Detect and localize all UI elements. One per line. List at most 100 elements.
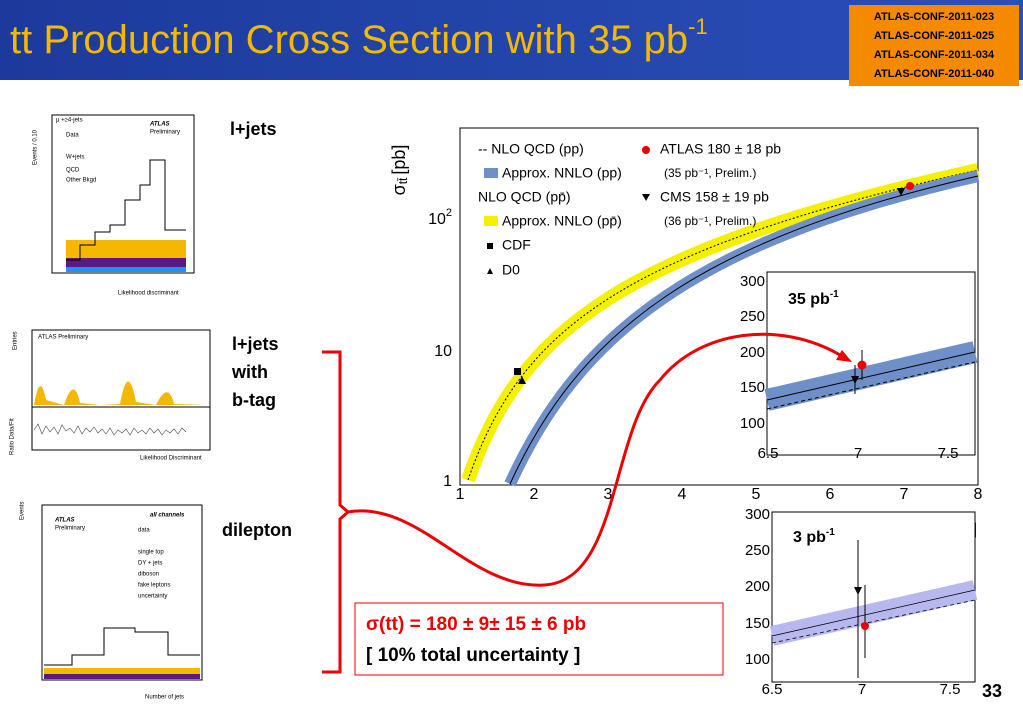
ratio xyxy=(33,423,187,436)
y-tick: 100 xyxy=(740,415,765,432)
legend-swatch xyxy=(487,243,493,249)
fill xyxy=(44,674,200,679)
x-tick: 6 xyxy=(826,486,835,503)
x-tick: 4 xyxy=(678,486,687,503)
thumb-2: ATLAS Preliminary Likelihood Discriminan… xyxy=(10,329,211,462)
y-tick: 150 xyxy=(745,615,770,632)
x-tick: 7.5 xyxy=(940,681,961,698)
t: fake leptons xyxy=(138,583,170,589)
t: μ +≥4-jets xyxy=(56,118,83,124)
t: DY + jets xyxy=(138,561,162,567)
x-tick: 6.5 xyxy=(758,445,779,462)
t: ATLAS xyxy=(54,518,75,524)
curve xyxy=(771,589,976,637)
t: Events / 0.10 xyxy=(33,129,39,165)
y-tick: 300 xyxy=(745,506,770,523)
atlas xyxy=(857,360,867,370)
t: Preliminary xyxy=(150,130,180,136)
fill xyxy=(34,381,208,405)
panel-label: with xyxy=(231,362,268,382)
x-tick: 1 xyxy=(456,486,465,503)
x-tick: 7 xyxy=(854,445,862,462)
y-tick: 100 xyxy=(745,651,770,668)
t: ATLAS Preliminary xyxy=(38,335,88,341)
thumb-3: ATLAS Preliminary all channels data sing… xyxy=(20,502,203,701)
ref-box xyxy=(849,5,1019,86)
t: Number of jets xyxy=(145,695,184,701)
t: Data xyxy=(66,133,79,139)
legend-swatch xyxy=(642,194,650,201)
arrow xyxy=(347,332,841,587)
result: [ 10% total uncertainty ] xyxy=(366,645,580,666)
frame xyxy=(31,329,211,451)
fill xyxy=(66,267,186,272)
x-tick: 7 xyxy=(858,681,866,698)
t: Likelihood Discriminant xyxy=(140,456,202,462)
y-tick: 150 xyxy=(740,379,765,396)
legend-entry: CDF xyxy=(502,237,531,253)
ref: ATLAS-CONF-2011-025 xyxy=(874,30,994,42)
legend-swatch xyxy=(487,268,493,274)
legend-swatch xyxy=(484,216,498,226)
frame xyxy=(41,504,203,681)
y-label: σtt̄[pb] xyxy=(389,145,410,196)
legend-entry: NLO QCD (pp̄) xyxy=(478,189,571,205)
fill xyxy=(44,668,200,674)
atlas xyxy=(906,182,914,190)
inset-2: 3 pb-1 300 250 200 150 100 6.5 7 7.5 xyxy=(745,506,978,698)
x-tick: 7 xyxy=(900,486,909,503)
t: Other Bkgd xyxy=(66,178,96,184)
title: tt Production Cross Section with 35 pb-1 xyxy=(10,14,708,62)
x-tick: 3 xyxy=(604,486,613,503)
legend-entry: -- NLO QCD (pp) xyxy=(478,141,584,157)
d0 xyxy=(518,376,526,384)
thumb-1: μ +≥4-jets ATLAS Preliminary Data W+jets… xyxy=(33,114,195,297)
curve-ppbar xyxy=(467,169,979,481)
t: ATLAS xyxy=(149,122,170,128)
y-tick: 250 xyxy=(740,308,765,325)
inset-label: 35 pb-1 xyxy=(788,289,839,309)
legend-entry: (36 pb⁻¹, Prelim.) xyxy=(664,214,756,228)
frame xyxy=(51,114,195,274)
y-tick: 300 xyxy=(740,273,765,290)
legend-swatch xyxy=(484,168,498,178)
y-tick: 250 xyxy=(745,542,770,559)
t: Entries xyxy=(13,331,19,350)
t: QCD xyxy=(66,168,80,174)
x-tick: 7.5 xyxy=(938,445,959,462)
t: Likelihood discriminant xyxy=(118,291,179,297)
y-tick: 200 xyxy=(745,578,770,595)
panel-label: l+jets xyxy=(230,119,277,139)
t: single top xyxy=(138,550,164,556)
legend-entry: ATLAS 180 ± 18 pb xyxy=(660,141,781,157)
panel-label: dilepton xyxy=(222,520,292,540)
ref: ATLAS-CONF-2011-040 xyxy=(874,68,994,80)
curve xyxy=(766,361,976,410)
t: all channels xyxy=(150,513,185,519)
legend-entry: Approx. NNLO (pp̄) xyxy=(502,213,622,229)
cdf xyxy=(514,368,521,375)
panel-label: l+jets xyxy=(232,334,279,354)
y-tick: 102 xyxy=(428,207,452,228)
y-tick: 200 xyxy=(740,344,765,361)
y-tick: 1 xyxy=(443,473,452,490)
legend-entry: D0 xyxy=(502,262,520,278)
y-tick: 10 xyxy=(434,343,452,360)
cms xyxy=(851,376,859,384)
legend-entry: (35 pb⁻¹, Prelim.) xyxy=(664,166,756,180)
t: Ratio Data/Fit xyxy=(10,418,16,455)
panel-label: b-tag xyxy=(232,390,276,410)
t: Events xyxy=(20,502,26,520)
inset-1: 35 pb-1 300 250 200 150 100 6.5 7 7.5 xyxy=(740,271,978,462)
outline xyxy=(66,159,186,261)
legend-swatch xyxy=(642,146,650,154)
legend-entry: CMS 158 ± 19 pb xyxy=(660,189,769,205)
atlas xyxy=(861,622,869,630)
page-number: 33 xyxy=(982,681,1002,701)
curve-pp xyxy=(509,175,979,485)
inset-label: 3 pb-1 xyxy=(793,527,835,547)
t: data xyxy=(138,528,150,534)
x-tick: 6.5 xyxy=(762,681,783,698)
t: uncertainty xyxy=(138,594,167,600)
